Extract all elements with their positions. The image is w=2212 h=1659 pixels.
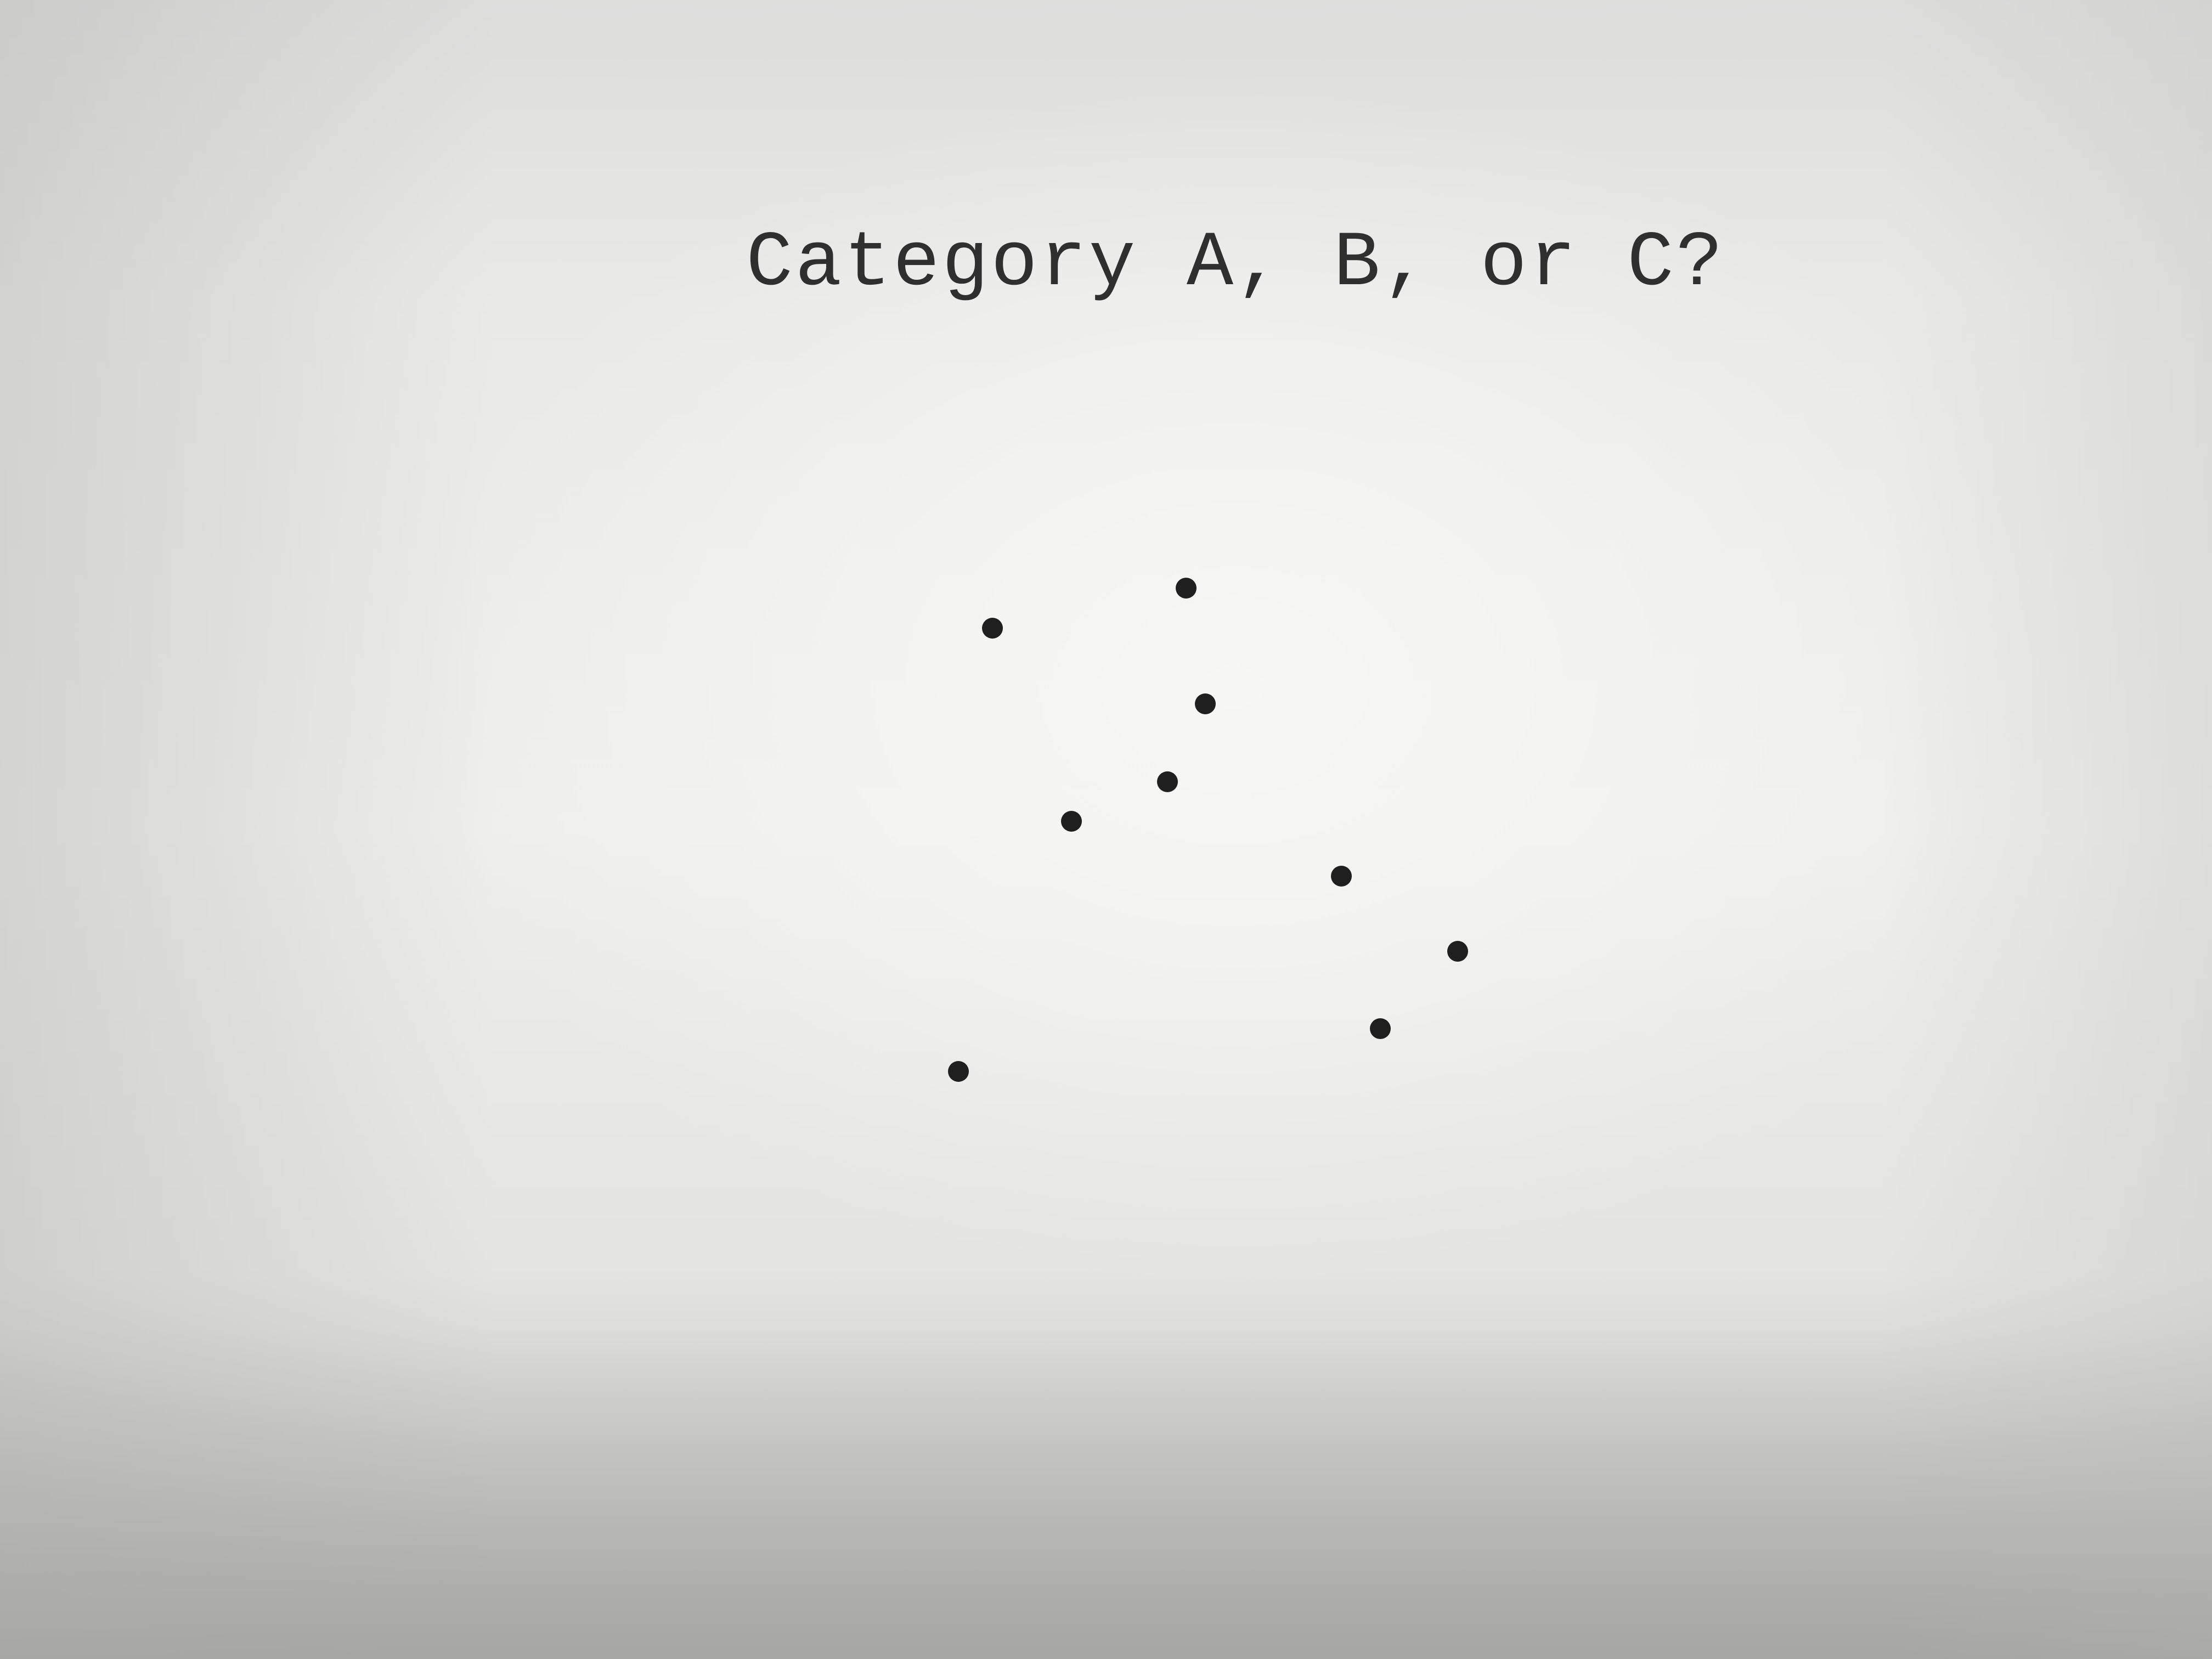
stimulus-dot [1157, 771, 1178, 792]
stimulus-dot [982, 618, 1003, 639]
stimulus-dot [1176, 578, 1197, 599]
stimulus-dot [1061, 811, 1082, 832]
stimulus-dot [1370, 1018, 1391, 1039]
stimulus-dot [1447, 941, 1468, 962]
stimulus-dot [1195, 693, 1216, 714]
category-question: Category A, B, or C? [746, 219, 1725, 308]
stimulus-dot [948, 1061, 969, 1082]
stimulus-dot [1331, 866, 1352, 887]
